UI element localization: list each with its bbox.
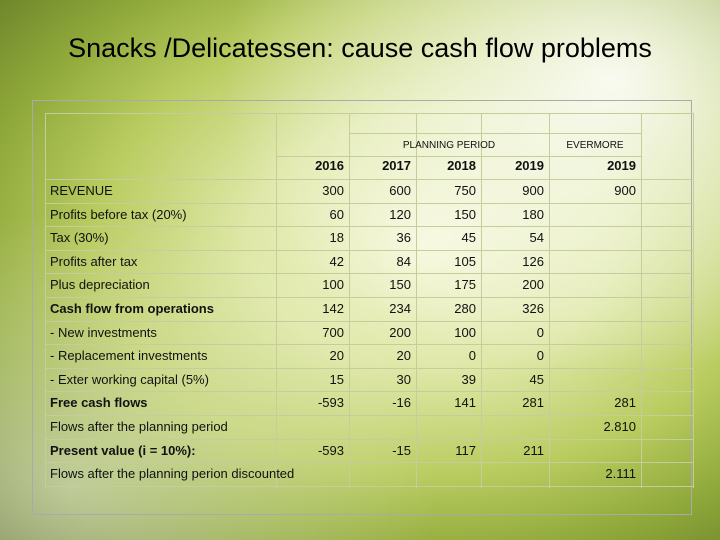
grid-line — [45, 367, 693, 369]
row-label: REVENUE — [50, 183, 113, 198]
row-label: - Replacement investments — [50, 348, 208, 364]
table-cell: 234 — [389, 301, 411, 316]
grid-line — [45, 320, 693, 322]
year-header: 2017 — [382, 158, 411, 173]
table-cell: 105 — [454, 253, 476, 269]
row-label: Flows after the planning perion discount… — [50, 466, 295, 482]
table-cell: 281 — [614, 395, 636, 411]
year-header: 2019 — [515, 158, 544, 173]
row-label: Free cash flows — [50, 395, 148, 411]
table-cell: 39 — [461, 371, 476, 387]
table-cell: -593 — [317, 395, 344, 411]
row-label: Profits after tax — [50, 253, 138, 269]
table-cell: 84 — [396, 253, 411, 269]
grid-line — [349, 113, 350, 488]
grid-line — [45, 462, 693, 464]
table-cell: 0 — [536, 348, 544, 364]
year-header: 2016 — [315, 158, 344, 173]
table-cell: -593 — [317, 442, 344, 458]
group-header: EVERMORE — [566, 140, 624, 151]
grid-line — [45, 249, 693, 251]
grid-line — [45, 438, 693, 440]
grid-line — [45, 344, 693, 346]
table-cell: 100 — [454, 324, 476, 340]
table-cell: 200 — [522, 277, 544, 293]
grid-line — [45, 113, 693, 114]
grid-line — [45, 113, 46, 488]
table-cell: 100 — [322, 277, 344, 293]
grid-line — [45, 391, 693, 393]
row-label: - New investments — [50, 324, 157, 340]
table-cell: 150 — [389, 277, 411, 293]
year-header: 2018 — [447, 158, 476, 173]
table-cell: 150 — [454, 206, 476, 222]
table-cell: 326 — [522, 301, 544, 316]
table-cell: 30 — [396, 371, 411, 387]
table-cell: 36 — [396, 230, 411, 246]
table-cell: 42 — [329, 253, 344, 269]
grid-line — [416, 113, 417, 488]
table-cell: 900 — [522, 183, 544, 198]
group-header: PLANNING PERIOD — [402, 140, 496, 151]
table-cell: 60 — [329, 206, 344, 222]
table-cell: 700 — [322, 324, 344, 340]
table-cell: 281 — [522, 395, 544, 411]
table-cell: 175 — [454, 277, 476, 293]
table-cell: 20 — [329, 348, 344, 364]
table-cell: 0 — [468, 348, 476, 364]
table-cell: 20 — [396, 348, 411, 364]
table-cell: 126 — [522, 253, 544, 269]
table-cell: 900 — [614, 183, 636, 198]
grid-line — [549, 113, 550, 488]
table-cell: -16 — [392, 395, 411, 411]
grid-line — [45, 273, 693, 275]
slide-title: Snacks /Delicatessen: cause cash flow pr… — [68, 33, 652, 63]
table-cell: 120 — [389, 206, 411, 222]
table-cell: 45 — [461, 230, 476, 246]
grid-line — [45, 202, 693, 204]
year-header: 2019 — [607, 158, 636, 173]
table-cell: 18 — [329, 230, 344, 246]
row-label: Cash flow from operations — [50, 301, 214, 316]
row-label: Plus depreciation — [50, 277, 150, 293]
table-cell: 2.111 — [605, 466, 636, 482]
row-label: Flows after the planning period — [50, 419, 228, 434]
table-cell: 2.810 — [603, 419, 636, 434]
table-cell: 300 — [322, 183, 344, 198]
grid-line — [45, 415, 693, 416]
table-cell: 280 — [454, 301, 476, 316]
row-label: Tax (30%) — [50, 230, 109, 246]
grid-line — [45, 179, 693, 180]
table-cell: 117 — [455, 442, 476, 458]
table-cell: 211 — [523, 442, 544, 458]
table-cell: 141 — [454, 395, 476, 411]
row-label: - Exter working capital (5%) — [50, 371, 209, 387]
table-cell: 200 — [389, 324, 411, 340]
table-cell: 750 — [454, 183, 476, 198]
table-cell: 600 — [389, 183, 411, 198]
table: PLANNING PERIOD EVERMORE 2016 2017 2018 2019 2… — [32, 100, 694, 515]
table-cell: 142 — [322, 301, 344, 316]
table-cell: 45 — [529, 371, 544, 387]
row-label: Profits before tax (20%) — [50, 206, 187, 222]
grid-line — [276, 113, 277, 488]
grid-line — [481, 113, 482, 488]
table-cell: 180 — [522, 206, 544, 222]
table-cell: 15 — [329, 371, 344, 387]
grid-line — [45, 226, 693, 228]
grid-line — [693, 113, 694, 488]
grid-line — [45, 297, 693, 298]
grid-line — [276, 156, 641, 157]
table-cell: 54 — [529, 230, 544, 246]
table-cell: -15 — [392, 442, 411, 458]
grid-line — [641, 113, 642, 488]
grid-line — [45, 485, 693, 487]
table-cell: 0 — [536, 324, 544, 340]
row-label: Present value (i = 10%): — [50, 442, 196, 458]
grid-line — [349, 133, 641, 134]
